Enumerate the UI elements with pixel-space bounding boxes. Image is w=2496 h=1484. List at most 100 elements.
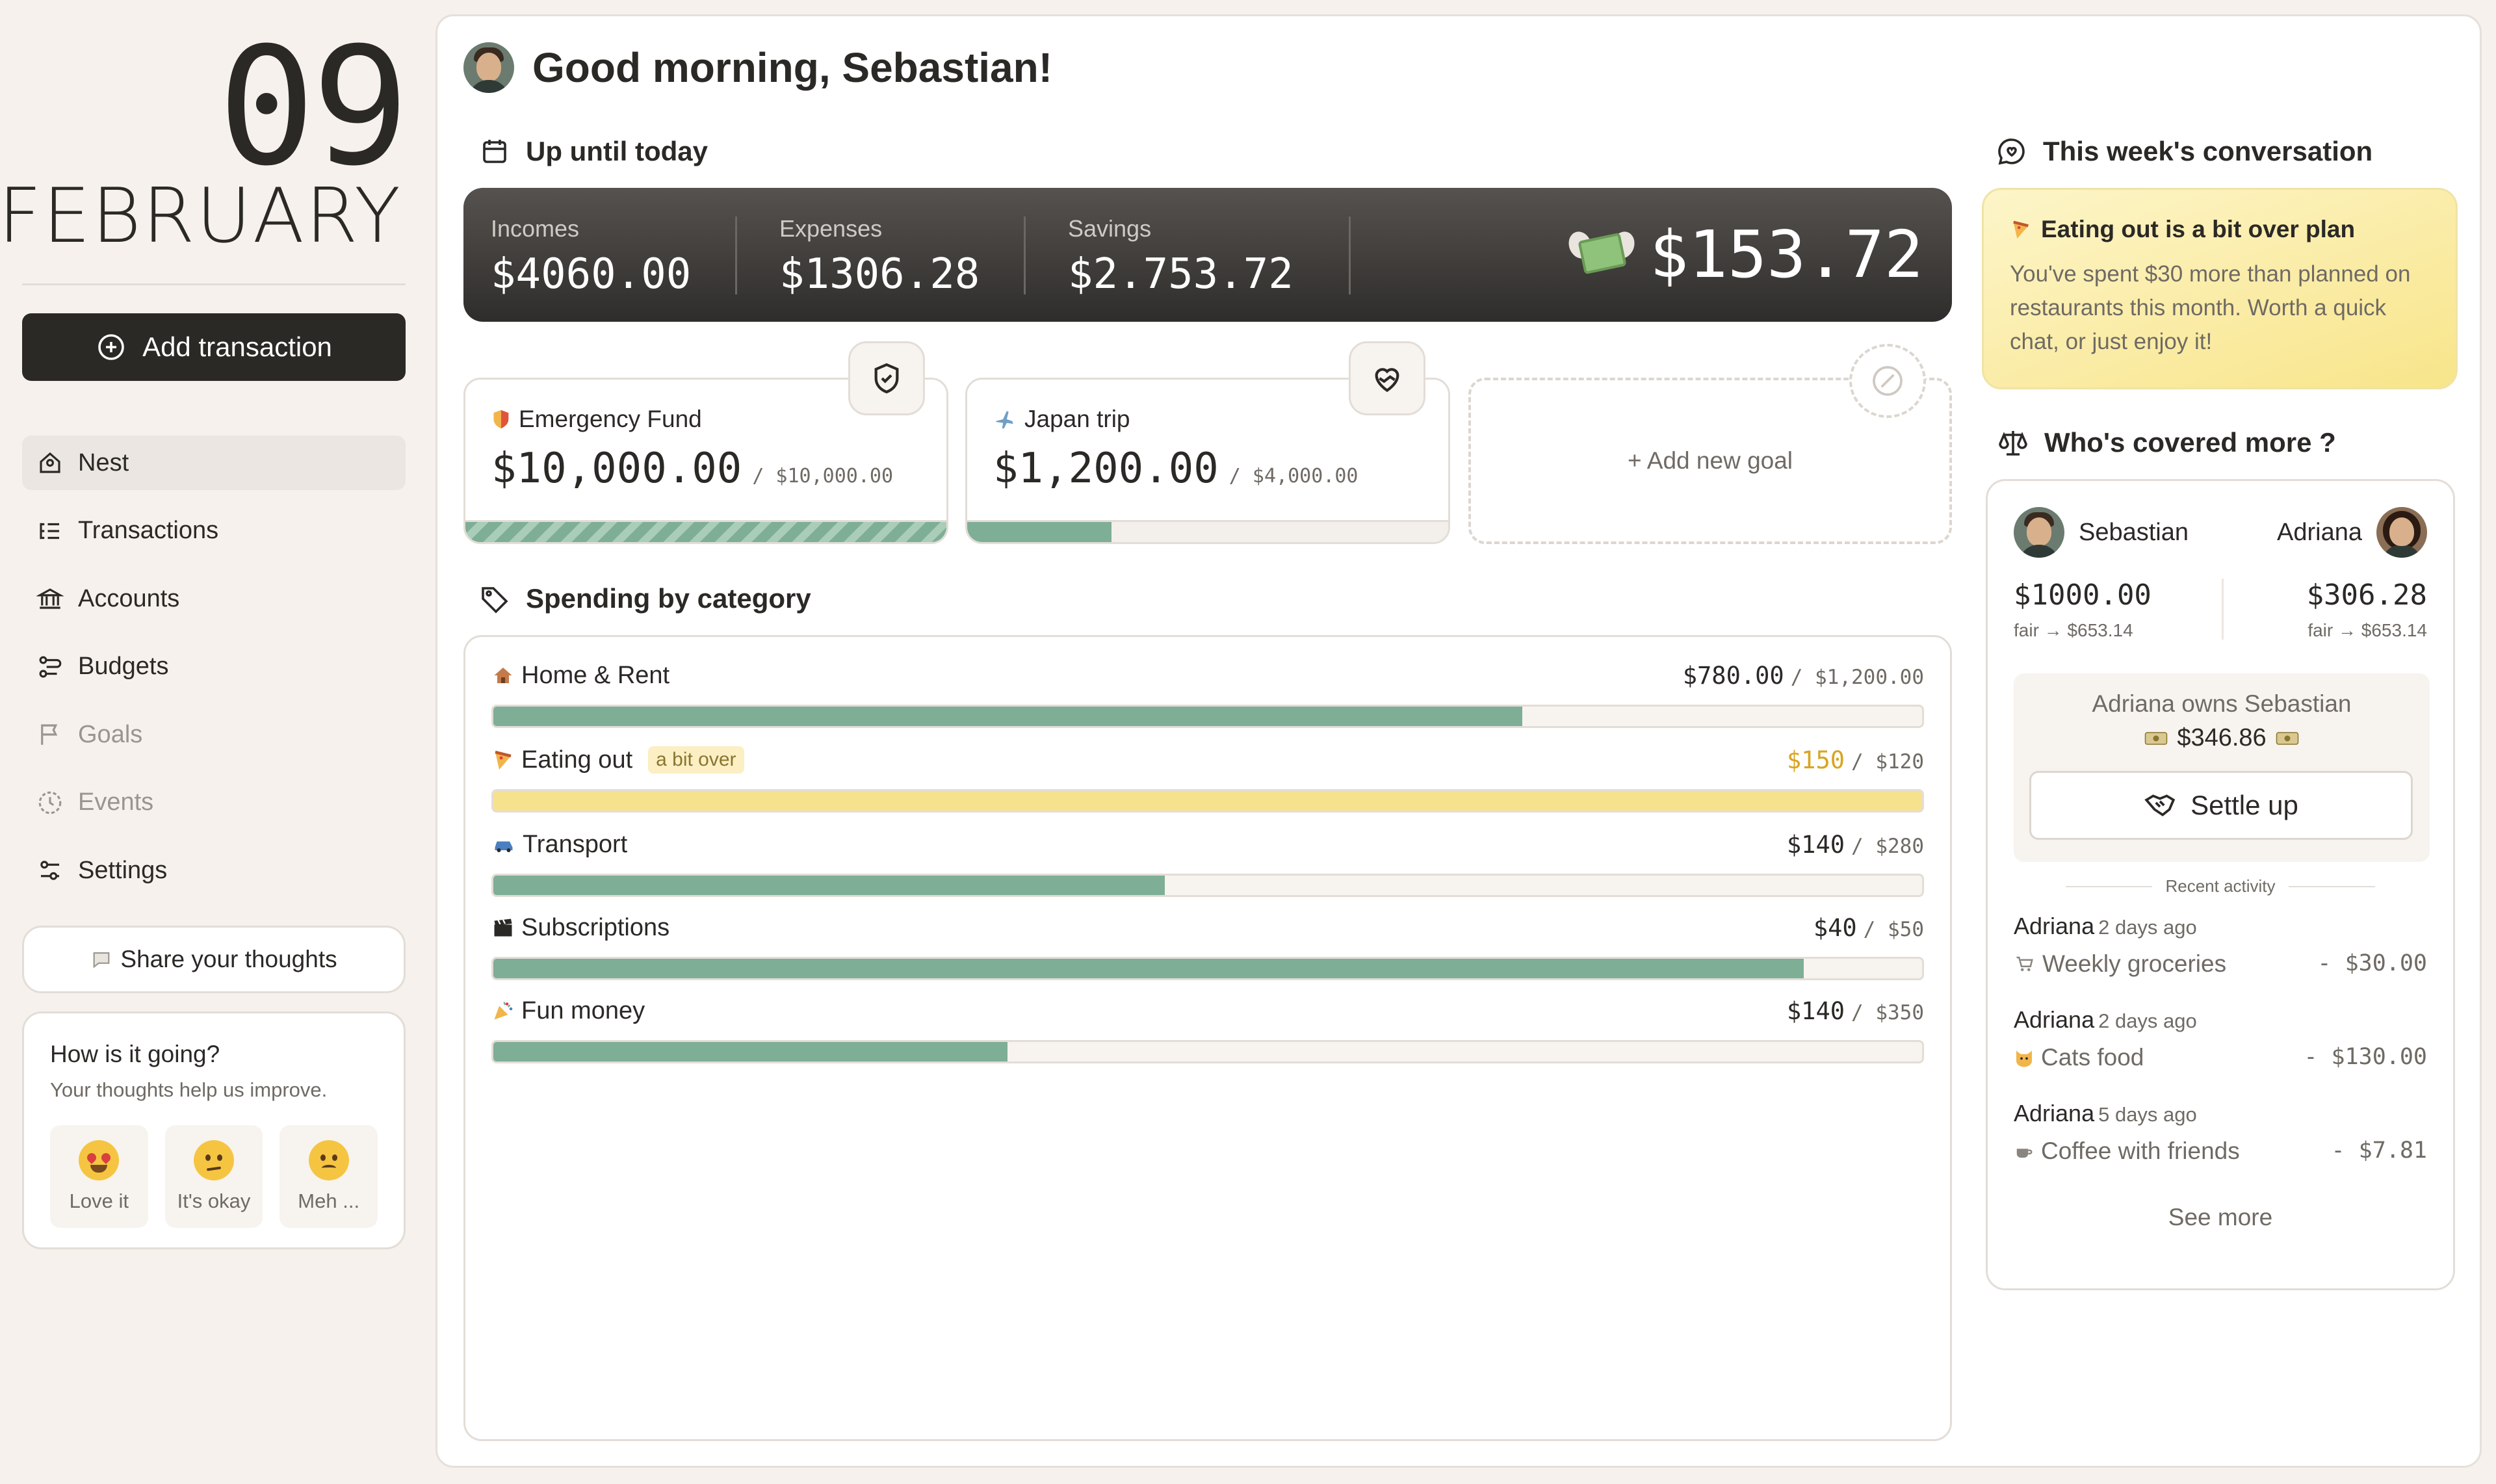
activity-description: Coffee with friends [2014,1138,2240,1165]
shield-small-icon [493,410,509,429]
share-thoughts-button[interactable]: Share your thoughts [22,926,406,993]
sidebar-item-label: Goals [78,720,143,748]
chat-heart-icon [1998,138,2025,165]
partner-right-amount: $306.28 [2306,579,2427,612]
sidebar-item-label: Accounts [78,584,180,612]
avatar[interactable] [463,42,514,93]
settle-up-button[interactable]: Settle up [2029,771,2413,840]
feedback-title: How is it going? [50,1041,220,1067]
savings-value: $2.753.72 [1068,250,1294,298]
conversation-card[interactable]: Eating out is a bit over plan You've spe… [1982,188,2458,389]
activity-author: Adriana 2 days ago [2014,913,2197,939]
avatar [2376,507,2427,558]
category-progress-track [491,957,1924,980]
category-row[interactable]: Eating out a bit over $150/ $120 [491,744,1924,813]
see-more-link[interactable]: See more [2168,1204,2273,1230]
activity-item[interactable]: Adriana 2 days ago Weekly groceries - $30… [2014,913,2427,991]
incomes-value: $4060.00 [491,250,692,298]
airplane-icon [995,411,1013,429]
add-transaction-button[interactable]: Add transaction [22,313,406,381]
expenses-value: $1306.28 [779,250,980,298]
confused-face-icon [308,1140,349,1180]
sidebar-item-nest[interactable]: Nest [22,436,406,490]
category-row[interactable]: Home & Rent $780.00/ $1,200.00 [491,659,1924,728]
feedback-meh-button[interactable]: Meh ... [280,1125,378,1228]
category-spent: $140 [1786,996,1845,1025]
category-row[interactable]: Transport $140/ $280 [491,828,1924,897]
feedback-option-label: It's okay [177,1190,251,1212]
calendar-icon [483,140,506,163]
feedback-okay-button[interactable]: It's okay [164,1125,263,1228]
covered-card: Sebastian Adriana $1000.00 $306.28 fair … [1986,479,2455,1290]
add-goal-button[interactable]: + Add new goal [1468,378,1952,544]
spending-heading: Spending by category [479,583,811,614]
page-title: Good morning, Sebastian! [532,44,1053,91]
conversation-text: You've spent $30 more than planned on re… [2010,261,2411,354]
goal-amount: $10,000.00 / $10,000.00 [491,445,893,493]
goal-target: / $4,000.00 [1228,465,1358,488]
goal-target: / $10,000.00 [752,465,894,488]
category-row[interactable]: Fun money $140/ $350 [491,995,1924,1063]
covered-heading-label: Who's covered more ? [2044,427,2336,458]
category-progress-fill [493,707,1522,726]
clock-icon [38,791,62,814]
conversation-heading: This week's conversation [1996,136,2372,167]
speech-bubble-icon [93,952,110,969]
heart-eyes-icon [79,1140,120,1180]
feedback-love-button[interactable]: Love it [50,1125,148,1228]
sidebar-item-events[interactable]: Events [22,775,406,830]
savings-label: Savings [1068,215,1152,242]
category-row[interactable]: Subscriptions $40/ $50 [491,911,1924,980]
goal-card-emergency-fund[interactable]: Emergency Fund $10,000.00 / $10,000.00 [463,378,948,544]
activity-item[interactable]: Adriana 2 days ago Cats food - $130.00 [2014,1006,2427,1084]
sidebar-item-settings[interactable]: Settings [22,843,406,898]
activity-amount: - $130.00 [2304,1044,2427,1070]
sidebar-item-goals[interactable]: Goals [22,707,406,762]
category-budget: / $50 [1863,917,1924,941]
sidebar: 09 FEBRUARY Add transaction Nest Transac… [0,0,410,1484]
date-month: FEBRUARY [0,172,402,260]
partner-left-fair: fair → $653.14 [2014,620,2133,640]
category-budget: / $350 [1851,1000,1924,1024]
sidebar-item-transactions[interactable]: Transactions [22,504,406,558]
activity-item[interactable]: Adriana 5 days ago Coffee with friends - … [2014,1100,2427,1178]
sidebar-item-label: Transactions [78,517,219,544]
sidebar-item-label: Budgets [78,653,169,680]
category-spent: $40 [1813,913,1857,942]
sidebar-item-accounts[interactable]: Accounts [22,571,406,626]
budget-icon [39,656,62,677]
party-popper-icon [494,1002,513,1020]
flag-icon [41,724,58,745]
expenses-label: Expenses [779,215,883,242]
goal-progress-track [465,520,946,542]
partner-right-fair: fair → $653.14 [2308,620,2427,640]
banknote-icon [2276,731,2298,745]
partner-name: Adriana [2277,518,2362,546]
sidebar-nav: Nest Transactions Accounts Budgets Goals… [22,436,406,911]
sidebar-item-label: Events [78,788,154,816]
feedback-option-label: Meh ... [298,1190,360,1212]
greeting: Good morning, Sebastian! [463,42,1052,93]
category-progress-fill [493,1042,1008,1061]
category-budget: / $1,200.00 [1790,665,1924,689]
clapperboard-icon [494,918,512,937]
add-transaction-label: Add transaction [142,332,332,362]
feedback-option-label: Love it [69,1190,129,1212]
balance-value: $153.72 [1649,216,1923,293]
activity-amount: - $7.81 [2331,1138,2427,1164]
sidebar-item-label: Nest [78,449,129,476]
incomes-label: Incomes [491,215,580,242]
sidebar-item-budgets[interactable]: Budgets [22,640,406,694]
goal-current: $1,200.00 [993,445,1219,493]
category-name: Fun money [491,997,645,1025]
recent-activity-heading: Recent activity [2066,876,2376,896]
summary-heading-label: Up until today [526,136,708,166]
covered-heading: Who's covered more ? [1997,427,2336,458]
category-name: Subscriptions [491,914,670,942]
activity-description: Cats food [2014,1044,2144,1071]
list-icon [40,523,59,539]
feedback-subtitle: Your thoughts help us improve. [50,1078,328,1101]
goal-badge [848,341,925,415]
spending-card: Home & Rent $780.00/ $1,200.00 Eating ou… [463,635,1952,1441]
summary-card: Incomes $4060.00 Expenses $1306.28 Savin… [463,188,1952,322]
